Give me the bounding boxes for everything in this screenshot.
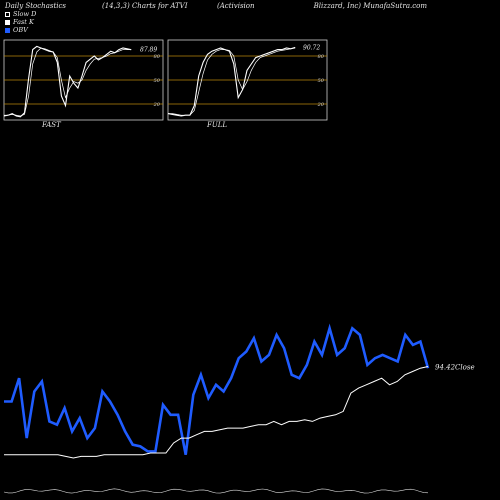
series-line-slow-d (168, 47, 296, 116)
level-tick-label: 50 (154, 78, 161, 84)
legend-slow-d: Slow D (5, 10, 36, 18)
level-tick-label: 80 (154, 54, 161, 60)
close-value-label: 94.42Close (435, 364, 475, 372)
level-tick-label: 80 (318, 54, 325, 60)
level-tick-label: 20 (317, 102, 325, 108)
series-line-obv (4, 323, 430, 455)
header-company: (Activision (217, 2, 255, 10)
last-value-label: 87.89 (140, 47, 157, 54)
last-value-label: 90.72 (303, 44, 320, 51)
series-line-fast-k (3, 45, 132, 118)
legend-swatch (5, 11, 10, 17)
legend-label: OBV (13, 26, 28, 34)
panel-title-full: FULL (207, 121, 228, 129)
legend-obv: OBV (5, 26, 28, 34)
panel-title-fast: FAST (42, 121, 61, 129)
legend-label: Slow D (13, 10, 37, 18)
header-title: Daily Stochastics (5, 2, 67, 10)
header-params: (14,3,3) Charts for ATVI (102, 2, 188, 10)
legend-swatch (5, 27, 10, 33)
legend-label: Fast K (13, 18, 34, 26)
level-tick-label: 20 (153, 102, 161, 108)
level-tick-label: 50 (318, 78, 325, 84)
header-site: Blizzard, Inc) MunafaSutra.com (313, 2, 427, 10)
legend-fast-k: Fast K (5, 18, 34, 26)
bottom-indicator-line (3, 488, 429, 494)
series-line-slow-d (4, 47, 132, 117)
series-line-close (4, 366, 429, 459)
legend-swatch (5, 19, 10, 25)
